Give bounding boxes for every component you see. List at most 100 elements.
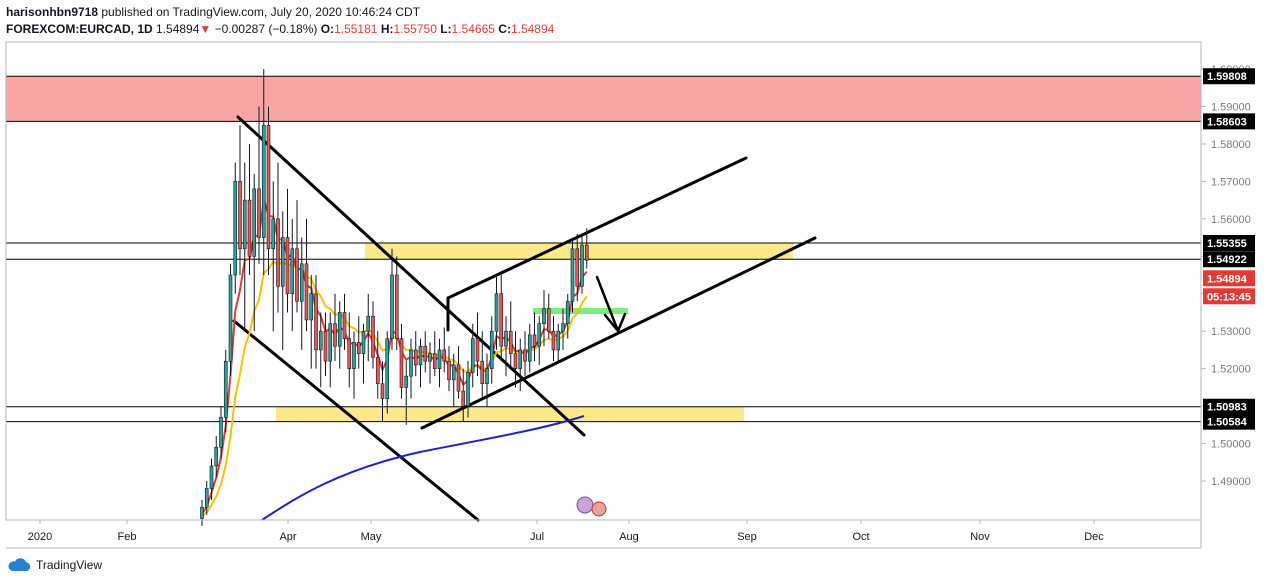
candle[interactable] xyxy=(461,368,466,422)
candle[interactable] xyxy=(261,69,266,276)
candle[interactable] xyxy=(271,181,276,332)
candle[interactable] xyxy=(299,237,304,350)
candle[interactable] xyxy=(575,233,580,302)
candle[interactable] xyxy=(475,312,480,377)
economic-event-marker[interactable] xyxy=(576,496,607,517)
candle[interactable] xyxy=(247,143,252,276)
candle[interactable] xyxy=(337,301,342,369)
candle[interactable] xyxy=(328,312,333,388)
candle[interactable] xyxy=(314,275,318,369)
candle[interactable] xyxy=(219,406,223,459)
candle[interactable] xyxy=(580,233,584,294)
resistance-zone[interactable] xyxy=(6,76,1201,122)
candle[interactable] xyxy=(223,349,228,433)
candle[interactable] xyxy=(276,162,280,313)
candle[interactable] xyxy=(318,312,323,388)
candle[interactable] xyxy=(565,293,570,339)
candle[interactable] xyxy=(347,312,352,388)
candle[interactable] xyxy=(508,301,513,369)
candle[interactable] xyxy=(456,346,461,399)
candle[interactable] xyxy=(394,256,399,350)
candle[interactable] xyxy=(542,290,546,347)
candle[interactable] xyxy=(209,458,214,500)
candle[interactable] xyxy=(380,361,385,422)
candle[interactable] xyxy=(257,106,261,264)
time-tick-label: Apr xyxy=(279,531,296,543)
tradingview-cloud-icon xyxy=(8,558,31,571)
candle[interactable] xyxy=(361,323,366,384)
candle[interactable] xyxy=(385,331,390,414)
candle[interactable] xyxy=(323,312,328,377)
candle[interactable] xyxy=(451,353,456,407)
candle[interactable] xyxy=(532,312,537,362)
falling-channel-lower-line[interactable] xyxy=(232,319,480,522)
candle[interactable] xyxy=(551,316,556,362)
candle[interactable] xyxy=(447,346,451,392)
candle[interactable] xyxy=(266,106,271,276)
candle[interactable] xyxy=(399,323,404,399)
candle[interactable] xyxy=(570,237,575,313)
candle[interactable] xyxy=(523,331,527,377)
tradingview-brand[interactable]: TradingView xyxy=(36,558,103,572)
candle[interactable] xyxy=(485,353,489,407)
candle-body xyxy=(304,263,309,321)
candle[interactable] xyxy=(285,188,290,313)
candle[interactable] xyxy=(242,162,247,332)
down-arrow-drawing[interactable] xyxy=(595,275,627,333)
candle[interactable] xyxy=(333,293,337,362)
candle[interactable] xyxy=(356,316,361,369)
candle-body xyxy=(504,330,508,347)
candle[interactable] xyxy=(546,293,551,339)
rising-channel-lower-line[interactable] xyxy=(420,236,817,430)
candle[interactable] xyxy=(556,323,561,362)
candle[interactable] xyxy=(238,125,242,276)
candle[interactable] xyxy=(518,338,523,392)
candle[interactable] xyxy=(252,173,257,332)
candle[interactable] xyxy=(561,308,565,350)
candle[interactable] xyxy=(304,218,309,332)
candle[interactable] xyxy=(413,331,418,377)
candle[interactable] xyxy=(494,275,499,350)
candle[interactable] xyxy=(584,228,589,269)
candle[interactable] xyxy=(309,275,314,369)
retest-zone[interactable] xyxy=(533,308,628,314)
candle[interactable] xyxy=(480,331,485,399)
candle[interactable] xyxy=(366,293,371,362)
candle[interactable] xyxy=(428,342,432,384)
level-price-label-5: 1.50584 xyxy=(1203,413,1255,430)
candle[interactable] xyxy=(489,316,494,384)
candle[interactable] xyxy=(352,331,356,399)
candle[interactable] xyxy=(404,361,409,425)
candle[interactable] xyxy=(200,499,204,526)
rising-channel-upper-line[interactable] xyxy=(446,156,748,300)
candle[interactable] xyxy=(432,331,437,377)
candle[interactable] xyxy=(504,316,508,377)
candle[interactable] xyxy=(228,263,233,377)
candle[interactable] xyxy=(470,323,475,388)
candle[interactable] xyxy=(214,436,219,478)
candle[interactable] xyxy=(537,316,542,365)
candle[interactable] xyxy=(390,248,394,350)
candle[interactable] xyxy=(442,327,447,373)
candle[interactable] xyxy=(290,218,295,332)
candle[interactable] xyxy=(375,331,380,399)
candle[interactable] xyxy=(342,293,347,350)
candle[interactable] xyxy=(409,338,413,399)
publisher-name[interactable]: harisonhbn9718 xyxy=(6,5,99,19)
candle[interactable] xyxy=(233,162,238,294)
candle[interactable] xyxy=(527,323,532,373)
candle[interactable] xyxy=(418,338,423,388)
falling-channel-upper-line[interactable] xyxy=(236,115,586,437)
candle[interactable] xyxy=(295,200,299,313)
candle[interactable] xyxy=(280,211,285,350)
candle[interactable] xyxy=(466,361,470,418)
candle[interactable] xyxy=(437,338,442,388)
candle[interactable] xyxy=(371,301,375,369)
candle[interactable] xyxy=(423,331,428,373)
candle[interactable] xyxy=(499,271,504,362)
candle[interactable] xyxy=(204,481,209,515)
time-tick-label: May xyxy=(361,531,382,543)
candle[interactable] xyxy=(513,331,518,388)
lower-demand-zone[interactable] xyxy=(276,406,744,422)
